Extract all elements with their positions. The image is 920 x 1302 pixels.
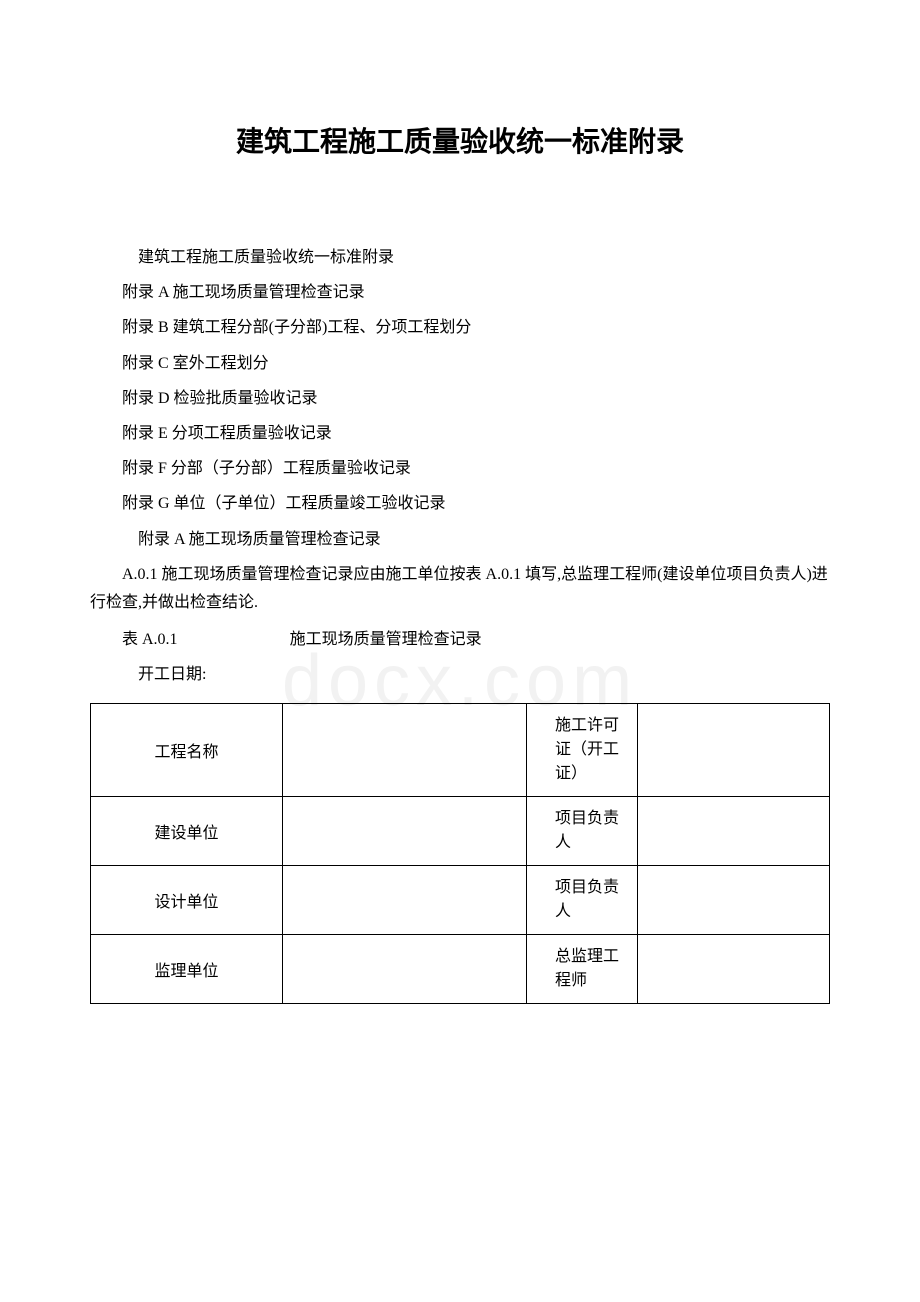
row-value-cell	[283, 796, 527, 865]
row-right-value-cell	[637, 934, 829, 1003]
row-value-cell	[283, 934, 527, 1003]
row-right-label-cell: 施工许可证（开工证）	[526, 703, 637, 796]
row-right-label-cell: 项目负责人	[526, 796, 637, 865]
appendix-list-item: 附录 B 建筑工程分部(子分部)工程、分项工程划分	[90, 310, 830, 345]
row-right-value-cell	[637, 703, 829, 796]
appendix-list-item: 附录 A 施工现场质量管理检查记录	[90, 275, 830, 310]
table-row: 建设单位 项目负责人	[91, 796, 830, 865]
table-row: 工程名称 施工许可证（开工证）	[91, 703, 830, 796]
appendix-list-item: 附录 D 检验批质量验收记录	[90, 381, 830, 416]
appendix-a-heading: 附录 A 施工现场质量管理检查记录	[90, 522, 830, 557]
appendix-list-item: 附录 E 分项工程质量验收记录	[90, 416, 830, 451]
table-row: 监理单位 总监理工程师	[91, 934, 830, 1003]
start-date-label: 开工日期:	[90, 657, 830, 692]
table-caption: 表 A.0.1 施工现场质量管理检查记录	[90, 622, 830, 657]
row-right-value-cell	[637, 796, 829, 865]
table-row: 设计单位 项目负责人	[91, 865, 830, 934]
appendix-list-item: 附录 C 室外工程划分	[90, 346, 830, 381]
appendix-list-item: 附录 F 分部（子分部）工程质量验收记录	[90, 451, 830, 486]
row-right-value-cell	[637, 865, 829, 934]
row-label-cell: 监理单位	[91, 934, 283, 1003]
document-title: 建筑工程施工质量验收统一标准附录	[90, 120, 830, 160]
table-title: 施工现场质量管理检查记录	[290, 631, 482, 648]
row-label-cell: 工程名称	[91, 703, 283, 796]
intro-paragraph: 建筑工程施工质量验收统一标准附录	[90, 240, 830, 275]
row-label-cell: 设计单位	[91, 865, 283, 934]
appendix-list-item: 附录 G 单位（子单位）工程质量竣工验收记录	[90, 486, 830, 521]
clause-a01: A.0.1 施工现场质量管理检查记录应由施工单位按表 A.0.1 填写,总监理工…	[90, 561, 830, 619]
row-label-cell: 建设单位	[91, 796, 283, 865]
row-right-label-cell: 项目负责人	[526, 865, 637, 934]
row-value-cell	[283, 703, 527, 796]
table-label: 表 A.0.1	[122, 631, 178, 648]
row-right-label-cell: 总监理工程师	[526, 934, 637, 1003]
inspection-record-table: 工程名称 施工许可证（开工证） 建设单位 项目负责人 设计单位 项目负责人 监理…	[90, 703, 830, 1004]
row-value-cell	[283, 865, 527, 934]
